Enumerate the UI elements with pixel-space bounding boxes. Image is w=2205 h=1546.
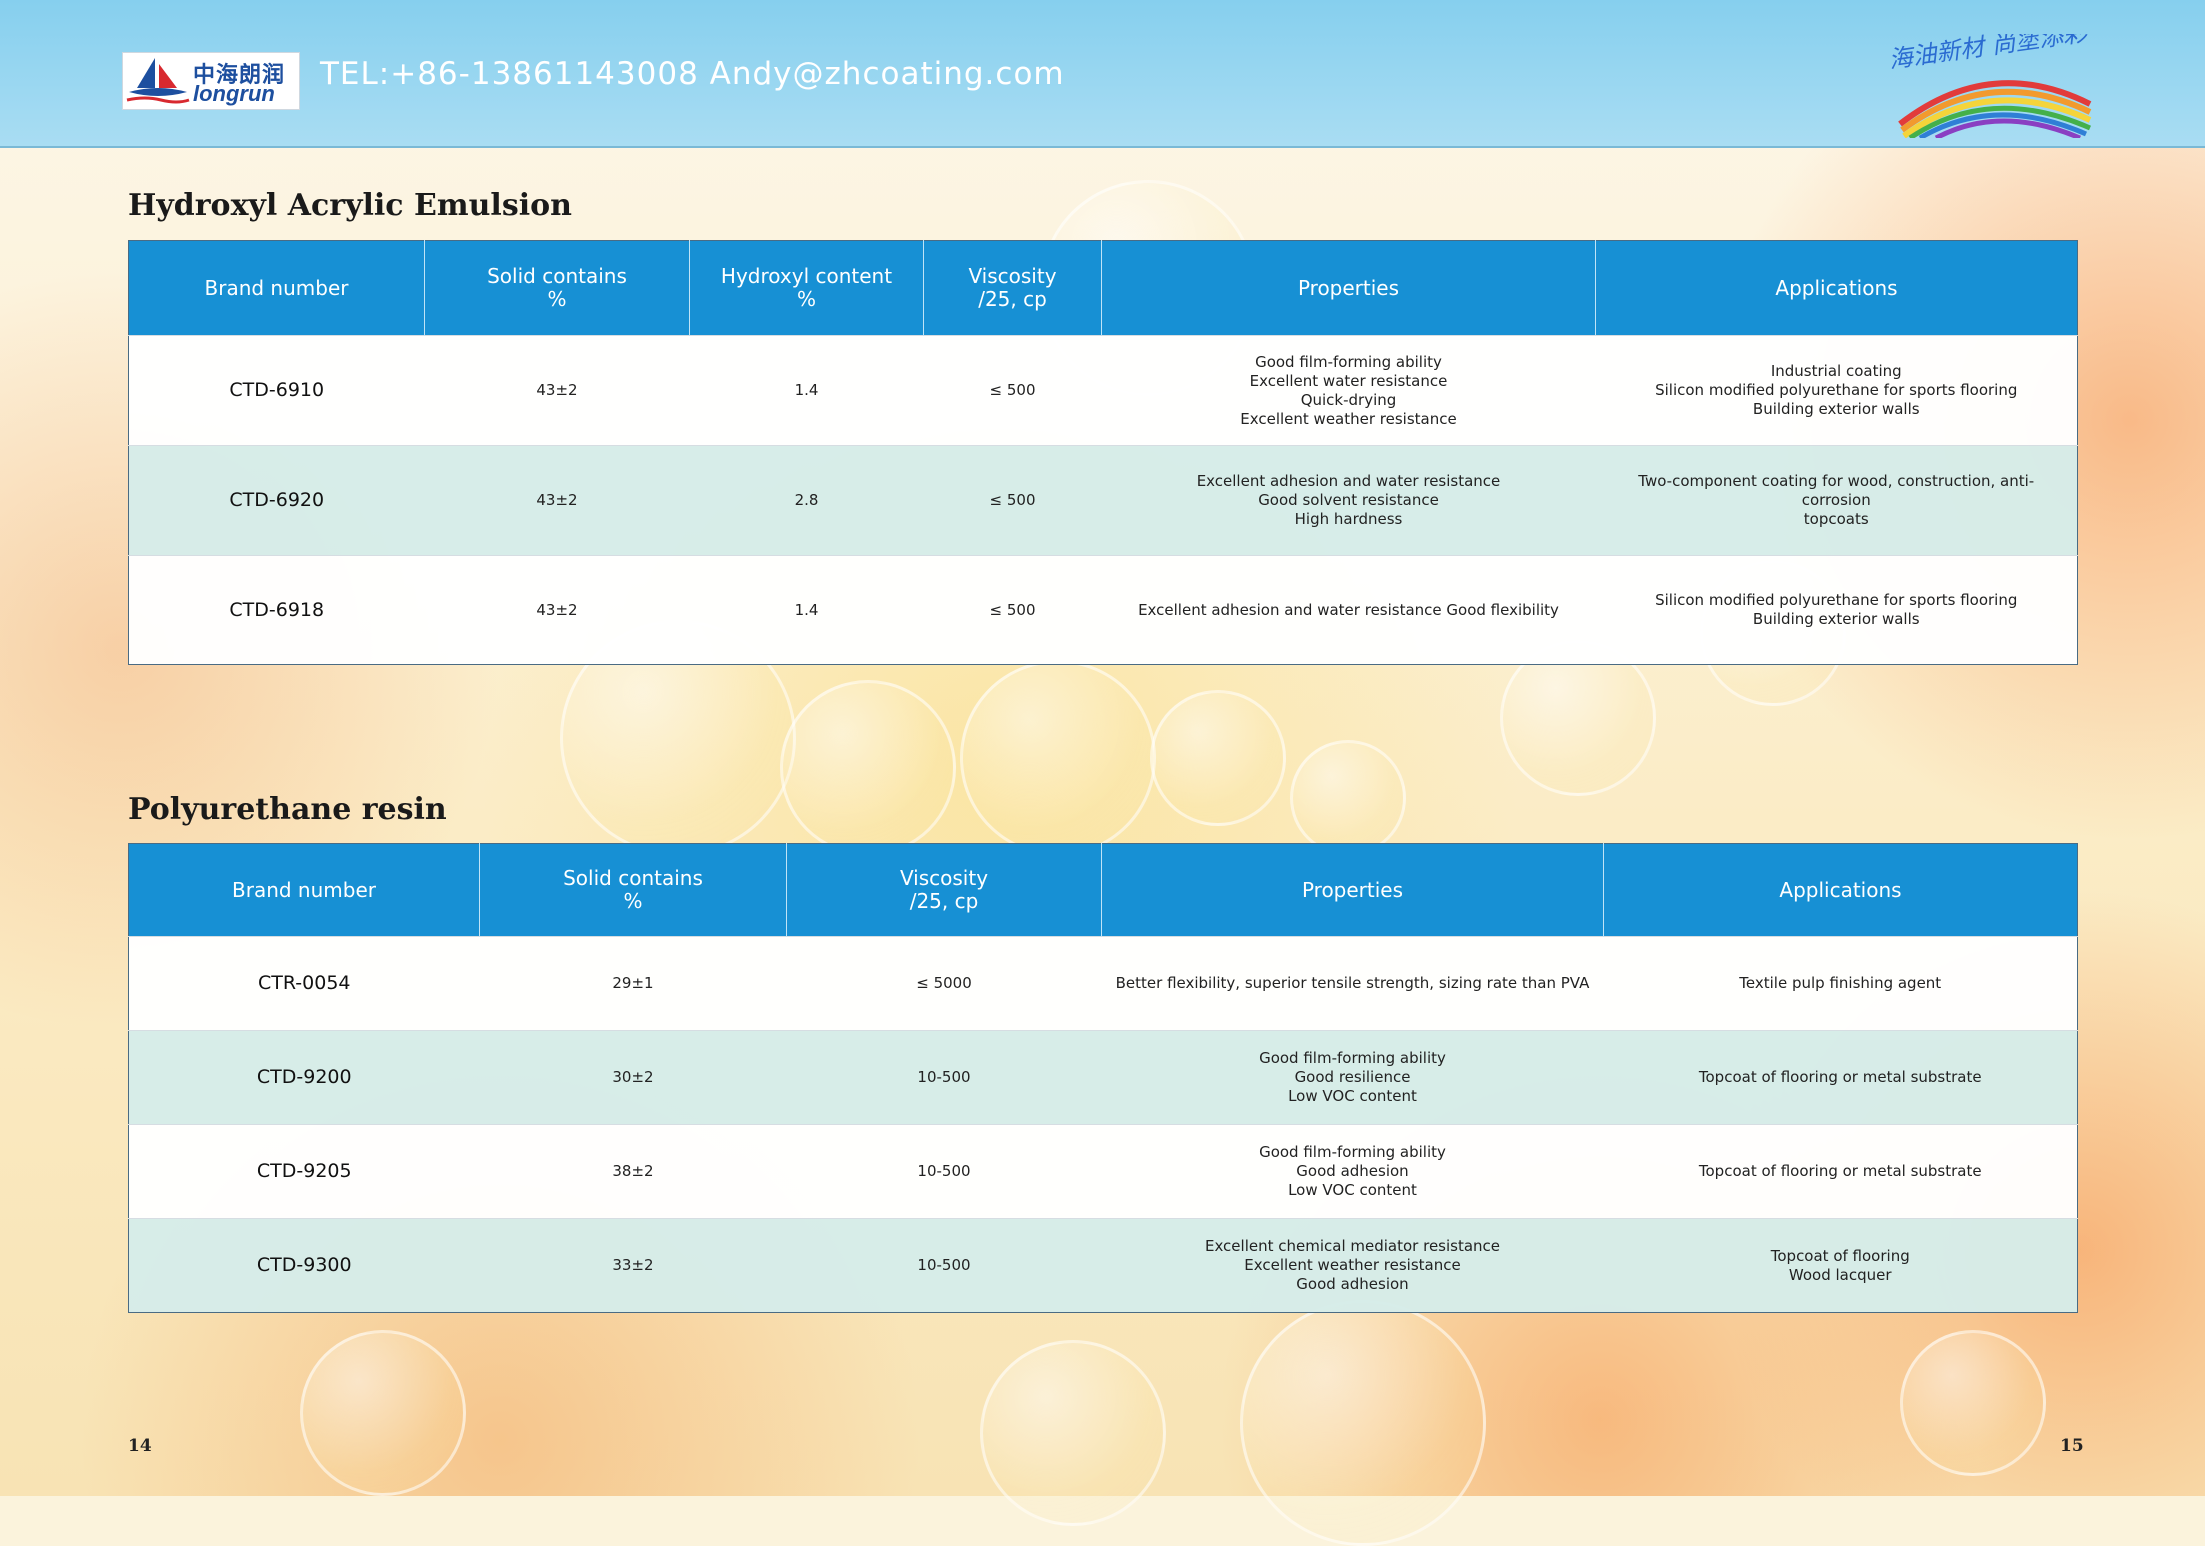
brand-cell: CTR-0054: [128, 936, 480, 1031]
page-number-right: 15: [2060, 1436, 2084, 1456]
table-row: CTD-9200 30±2 10-500 Good film-forming a…: [128, 1030, 2078, 1125]
brand-cell: CTD-9300: [128, 1218, 480, 1313]
viscosity-cell: ≤ 500: [923, 335, 1102, 446]
table-row: CTD-6920 43±2 2.8 ≤ 500 Excellent adhesi…: [128, 445, 2078, 556]
hydroxyl-cell: 2.8: [689, 445, 924, 556]
hydroxyl-cell: 1.4: [689, 335, 924, 446]
logo-chinese-text: 中海朗润: [193, 63, 286, 88]
solid-cell: 43±2: [424, 445, 690, 556]
applications-cell: Silicon modified polyurethane for sports…: [1595, 555, 2078, 665]
slogan-text: 海油新材 尚塗添彩: [1887, 34, 2092, 74]
brand-cell: CTD-6910: [128, 335, 425, 446]
table-header-row: Brand number Solid contains % Hydroxyl c…: [128, 240, 2078, 336]
column-header: Properties: [1101, 240, 1596, 336]
solid-cell: 33±2: [479, 1218, 787, 1313]
solid-cell: 43±2: [424, 555, 690, 665]
company-logo: 中海朗润 longrun: [122, 52, 300, 110]
viscosity-cell: 10-500: [786, 1030, 1102, 1125]
viscosity-cell: ≤ 5000: [786, 936, 1102, 1031]
brand-cell: CTD-9205: [128, 1124, 480, 1219]
applications-cell: Topcoat of flooring or metal substrate: [1603, 1124, 2078, 1219]
column-header: Applications: [1595, 240, 2078, 336]
column-header: Viscosity /25, cp: [786, 843, 1102, 937]
solid-cell: 29±1: [479, 936, 787, 1031]
column-header: Solid contains %: [479, 843, 787, 937]
contact-info: TEL:+86-13861143008 Andy@zhcoating.com: [320, 56, 1065, 92]
column-header: Hydroxyl content %: [689, 240, 924, 336]
polyurethane-resin-table: Brand number Solid contains % Viscosity …: [128, 843, 2078, 1313]
slogan-rainbow-logo: 海油新材 尚塗添彩: [1887, 34, 2092, 138]
table-row: CTD-9300 33±2 10-500 Excellent chemical …: [128, 1218, 2078, 1313]
solid-cell: 43±2: [424, 335, 690, 446]
applications-cell: Topcoat of flooring or metal substrate: [1603, 1030, 2078, 1125]
applications-cell: Two-component coating for wood, construc…: [1595, 445, 2078, 556]
properties-cell: Excellent adhesion and water resistance …: [1101, 445, 1596, 556]
viscosity-cell: ≤ 500: [923, 555, 1102, 665]
properties-cell: Good film-forming ability Good resilienc…: [1101, 1030, 1604, 1125]
column-header: Brand number: [128, 240, 425, 336]
viscosity-cell: ≤ 500: [923, 445, 1102, 556]
section-title-hydroxyl: Hydroxyl Acrylic Emulsion: [128, 188, 572, 223]
table-header-row: Brand number Solid contains % Viscosity …: [128, 843, 2078, 937]
logo-english-text: longrun: [193, 81, 275, 106]
column-header: Properties: [1101, 843, 1604, 937]
properties-cell: Good film-forming ability Good adhesion …: [1101, 1124, 1604, 1219]
sailboat-icon: [126, 58, 190, 104]
column-header: Brand number: [128, 843, 480, 937]
page-number-left: 14: [128, 1436, 152, 1456]
solid-cell: 38±2: [479, 1124, 787, 1219]
brand-cell: CTD-9200: [128, 1030, 480, 1125]
column-header: Solid contains %: [424, 240, 690, 336]
viscosity-cell: 10-500: [786, 1218, 1102, 1313]
brand-cell: CTD-6920: [128, 445, 425, 556]
column-header: Applications: [1603, 843, 2078, 937]
viscosity-cell: 10-500: [786, 1124, 1102, 1219]
column-header: Viscosity /25, cp: [923, 240, 1102, 336]
applications-cell: Textile pulp finishing agent: [1603, 936, 2078, 1031]
properties-cell: Better flexibility, superior tensile str…: [1101, 936, 1604, 1031]
solid-cell: 30±2: [479, 1030, 787, 1125]
table-row: CTD-6910 43±2 1.4 ≤ 500 Good film-formin…: [128, 335, 2078, 446]
table-row: CTD-6918 43±2 1.4 ≤ 500 Excellent adhesi…: [128, 555, 2078, 665]
hydroxyl-cell: 1.4: [689, 555, 924, 665]
page-header: 中海朗润 longrun TEL:+86-13861143008 Andy@zh…: [0, 0, 2205, 148]
properties-cell: Excellent chemical mediator resistance E…: [1101, 1218, 1604, 1313]
brand-cell: CTD-6918: [128, 555, 425, 665]
applications-cell: Topcoat of flooring Wood lacquer: [1603, 1218, 2078, 1313]
table-row: CTD-9205 38±2 10-500 Good film-forming a…: [128, 1124, 2078, 1219]
properties-cell: Good film-forming ability Excellent wate…: [1101, 335, 1596, 446]
table-row: CTR-0054 29±1 ≤ 5000 Better flexibility,…: [128, 936, 2078, 1031]
hydroxyl-acrylic-table: Brand number Solid contains % Hydroxyl c…: [128, 240, 2078, 665]
properties-cell: Excellent adhesion and water resistance …: [1101, 555, 1596, 665]
applications-cell: Industrial coating Silicon modified poly…: [1595, 335, 2078, 446]
section-title-polyurethane: Polyurethane resin: [128, 792, 447, 827]
